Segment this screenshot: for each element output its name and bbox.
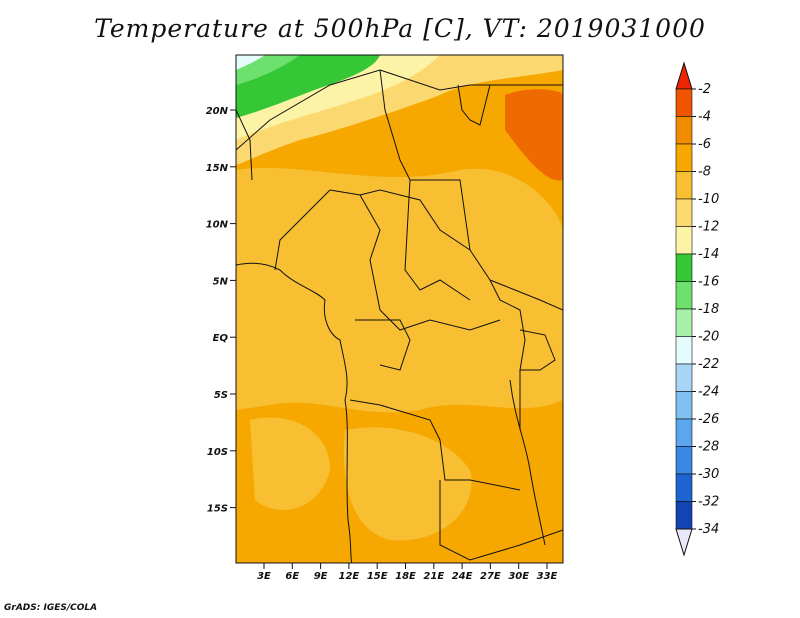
credit-text: GrADS: IGES/COLA (4, 603, 98, 613)
colorbar-swatch (675, 446, 693, 475)
colorbar-label: -24 (698, 385, 719, 400)
colorbar-swatch (675, 473, 693, 502)
colorbar-swatch (675, 88, 693, 117)
lon-tick-label: 9E (314, 571, 328, 582)
colorbar-swatch (675, 198, 693, 227)
colorbar-top-cap (675, 61, 693, 90)
lon-tick-label: 33E (537, 571, 558, 582)
colorbar-label: -14 (698, 247, 719, 262)
colorbar-label: -28 (698, 440, 719, 455)
lon-tick-label: 6E (285, 571, 299, 582)
lat-tick-label: 10S (207, 447, 228, 458)
colorbar-swatch (675, 336, 693, 365)
lon-tick-label: 24E (452, 571, 473, 582)
colorbar-swatch (675, 501, 693, 530)
colorbar-swatch (675, 226, 693, 255)
lat-tick-label: 5N (213, 276, 229, 287)
colorbar-label: -12 (698, 220, 719, 235)
colorbar-swatch (675, 281, 693, 310)
lon-tick-label: 21E (423, 571, 444, 582)
field-band-minus8 (236, 167, 563, 413)
colorbar-label: -22 (698, 357, 719, 372)
field-band-minus20 (236, 55, 265, 70)
country-borders (236, 69, 563, 563)
longitude-axis: 3E 6E 9E 12E 15E 18E 21E 24E 27E 30E 33E (257, 563, 558, 582)
colorbar-label: -8 (698, 165, 711, 180)
colorbar-swatch (675, 143, 693, 172)
lon-tick-label: 30E (508, 571, 529, 582)
lon-tick-label: 3E (257, 571, 271, 582)
colorbar-label: -32 (698, 495, 719, 510)
lon-tick-label: 12E (339, 571, 360, 582)
colorbar: -2 -4 -6 -8 -10 -12 -14 -16 -18 -20 -22 -24 -26 -28 -3… (675, 61, 719, 557)
colorbar-label: -20 (698, 330, 719, 345)
colorbar-label: -6 (698, 137, 711, 152)
latitude-axis: 20N 15N 10N 5N EQ 5S 10S 15S (206, 106, 236, 515)
colorbar-swatch (675, 253, 693, 282)
colorbar-swatch (675, 116, 693, 145)
map-title: Temperature at 500hPa [C], VT: 201903100… (94, 14, 706, 43)
temperature-field (236, 55, 563, 563)
field-patch-northeast (505, 89, 563, 181)
lat-tick-label: 15S (207, 504, 228, 515)
colorbar-label: -34 (698, 522, 719, 537)
map-frame (235, 54, 564, 564)
colorbar-label: -4 (698, 110, 711, 125)
colorbar-label: -10 (698, 192, 719, 207)
lat-tick-label: 20N (206, 106, 229, 117)
colorbar-label: -16 (698, 275, 719, 290)
colorbar-swatch (675, 391, 693, 420)
lon-tick-label: 18E (395, 571, 416, 582)
colorbar-swatch (675, 308, 693, 337)
lat-tick-label: EQ (213, 333, 229, 344)
lat-tick-label: 10N (206, 220, 229, 231)
colorbar-bottom-cap (675, 528, 693, 557)
lon-tick-label: 15E (367, 571, 388, 582)
lon-tick-label: 27E (480, 571, 501, 582)
field-band-southwest (250, 417, 330, 510)
colorbar-label: -2 (698, 82, 711, 97)
colorbar-label: -18 (698, 302, 719, 317)
colorbar-swatch (675, 418, 693, 447)
colorbar-swatch (675, 171, 693, 200)
colorbar-label: -30 (698, 467, 719, 482)
lat-tick-label: 15N (206, 163, 229, 174)
colorbar-label: -26 (698, 412, 719, 427)
lat-tick-label: 5S (214, 390, 228, 401)
colorbar-swatch (675, 363, 693, 392)
